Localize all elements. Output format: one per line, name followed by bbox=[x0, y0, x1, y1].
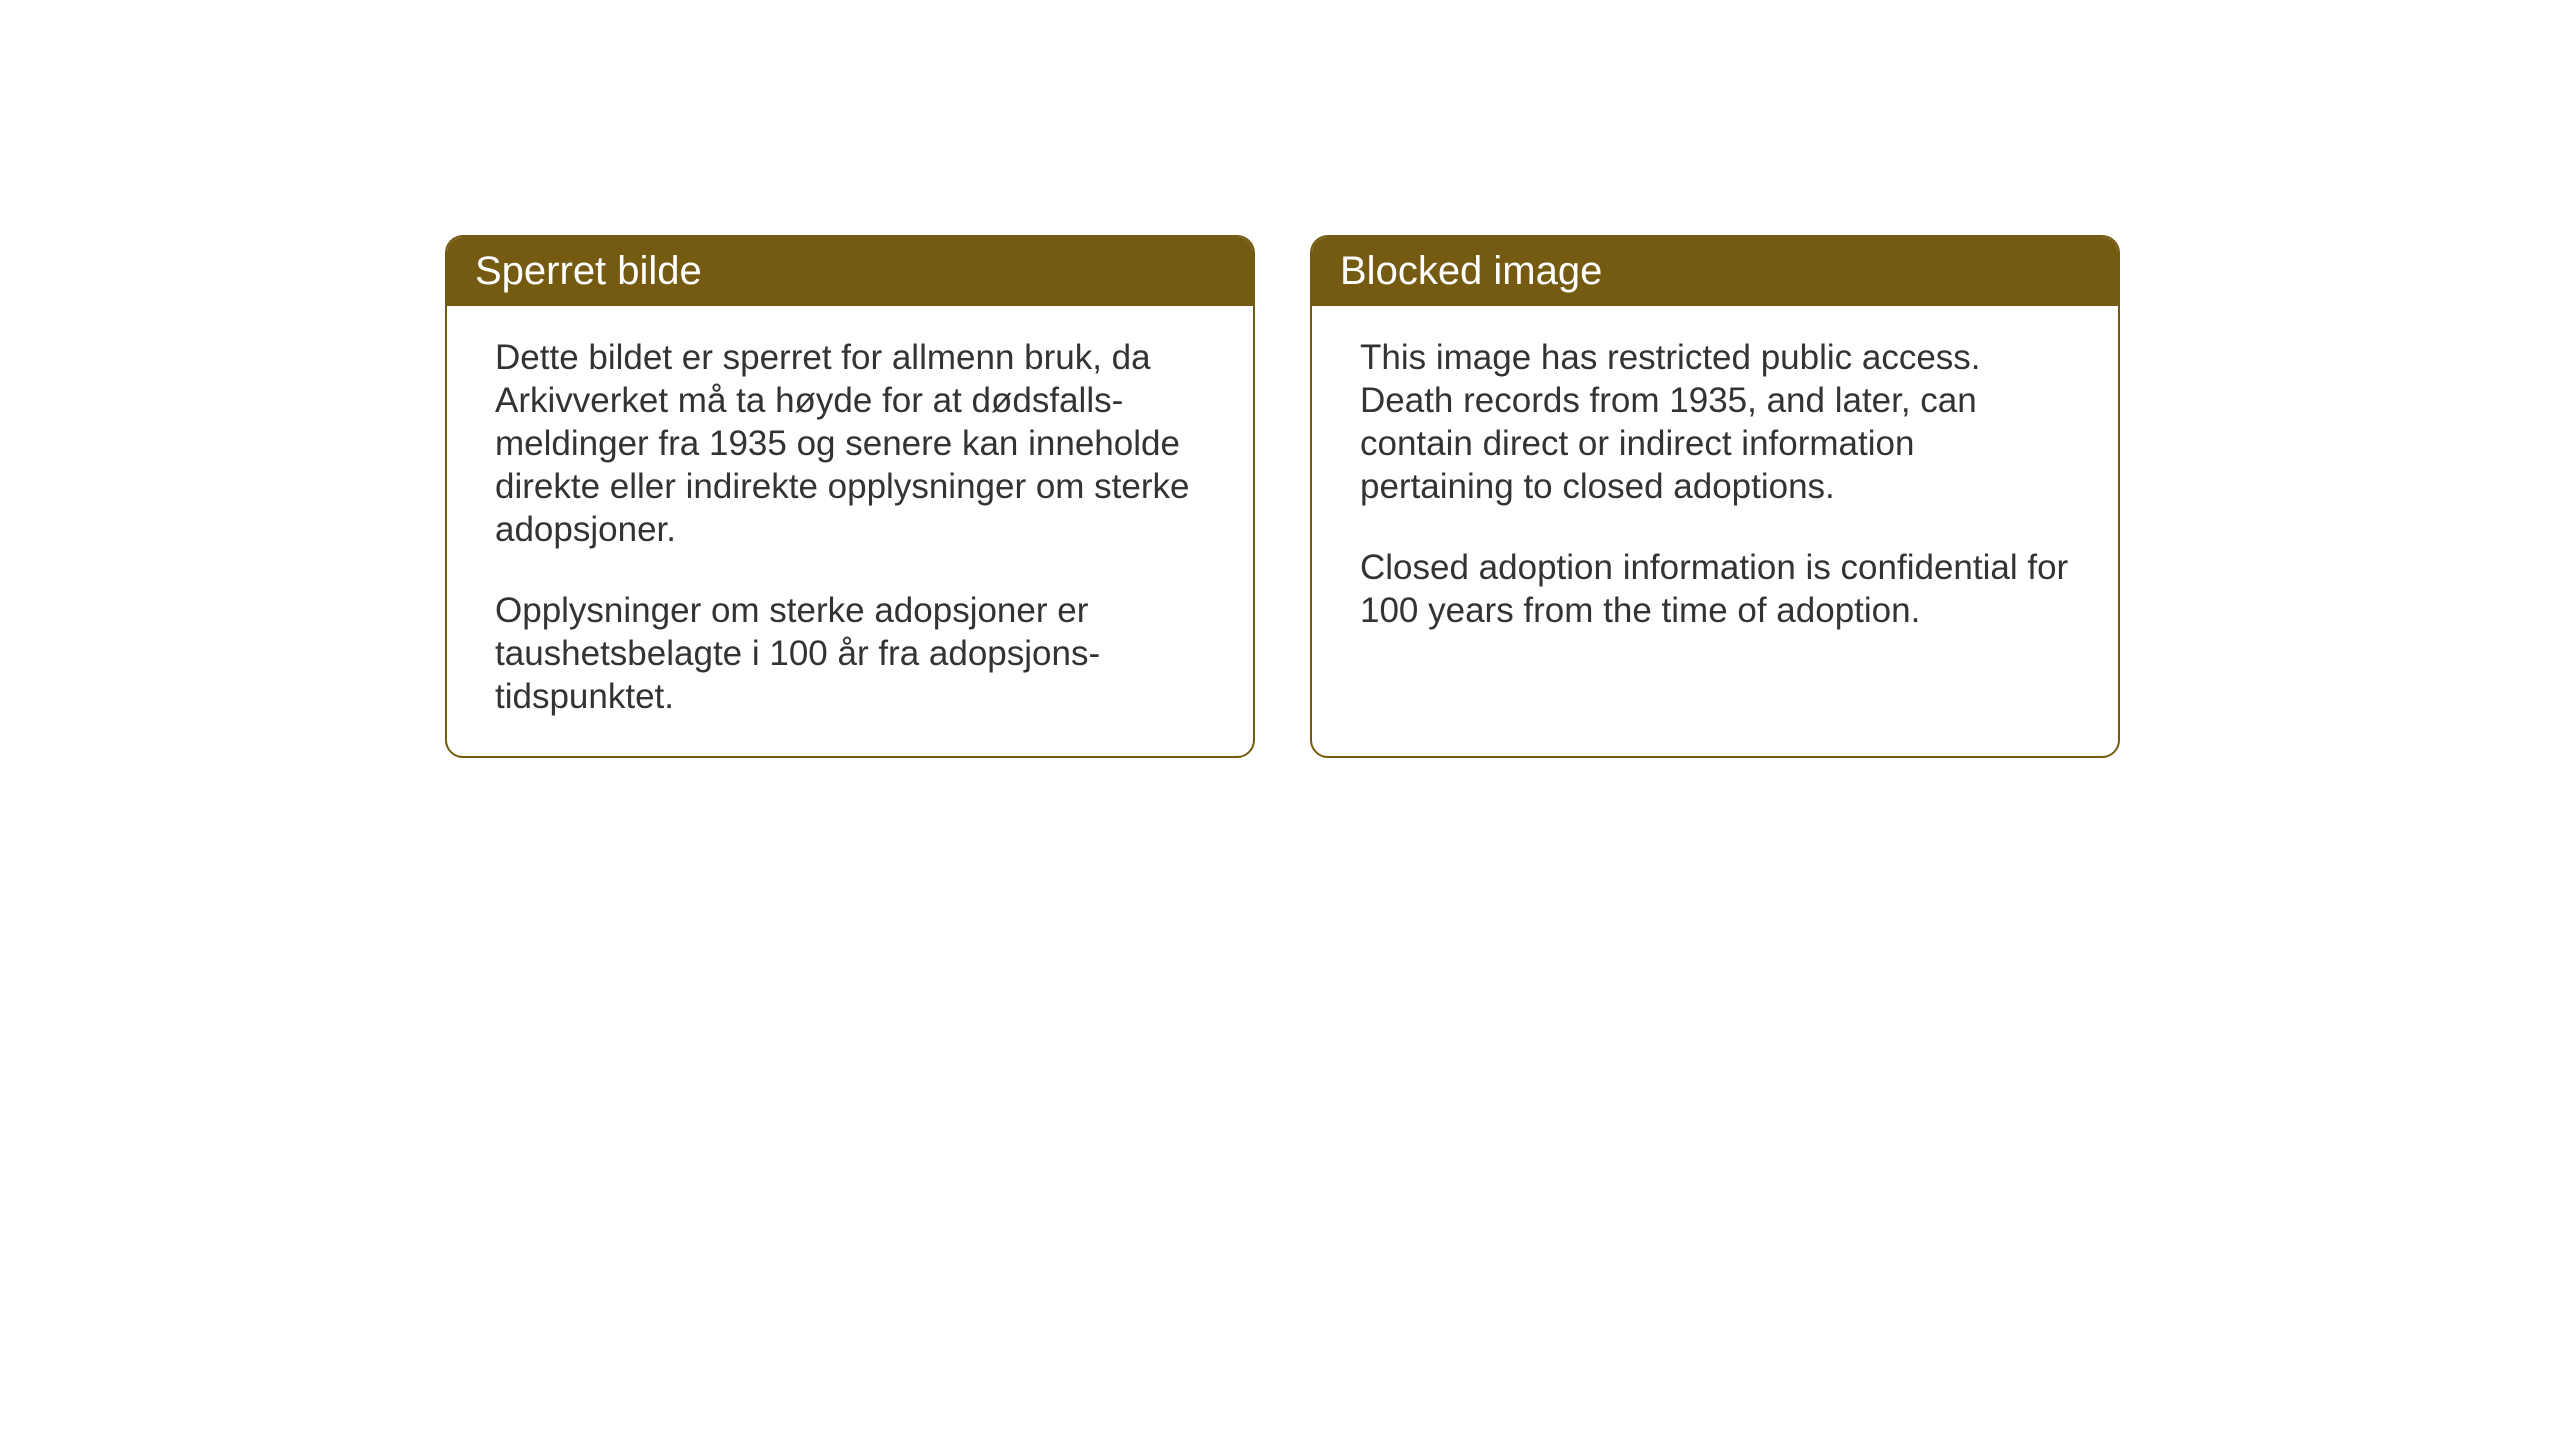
notice-container: Sperret bilde Dette bildet er sperret fo… bbox=[445, 235, 2120, 758]
english-notice-card: Blocked image This image has restricted … bbox=[1310, 235, 2120, 758]
norwegian-card-header: Sperret bilde bbox=[447, 237, 1253, 306]
english-paragraph-2: Closed adoption information is confident… bbox=[1360, 546, 2070, 632]
norwegian-card-body: Dette bildet er sperret for allmenn bruk… bbox=[447, 306, 1253, 756]
english-card-body: This image has restricted public access.… bbox=[1312, 306, 2118, 756]
norwegian-paragraph-1: Dette bildet er sperret for allmenn bruk… bbox=[495, 336, 1205, 551]
norwegian-card-title: Sperret bilde bbox=[475, 249, 702, 293]
norwegian-paragraph-2: Opplysninger om sterke adopsjoner er tau… bbox=[495, 589, 1205, 718]
norwegian-notice-card: Sperret bilde Dette bildet er sperret fo… bbox=[445, 235, 1255, 758]
english-card-title: Blocked image bbox=[1340, 249, 1602, 293]
english-card-header: Blocked image bbox=[1312, 237, 2118, 306]
english-paragraph-1: This image has restricted public access.… bbox=[1360, 336, 2070, 508]
